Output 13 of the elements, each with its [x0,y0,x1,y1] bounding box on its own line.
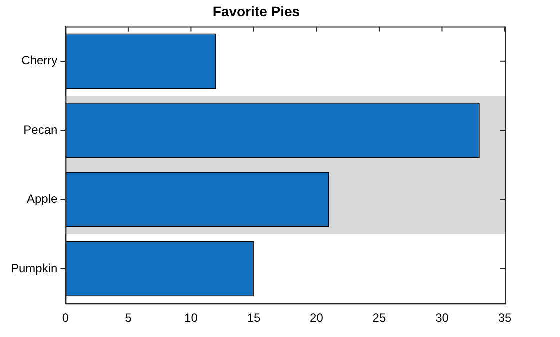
y-tick-label: Pecan [24,122,58,137]
chart-title: Favorite Pies [212,3,300,20]
x-tick-label: 35 [498,311,512,326]
y-tick-label: Pumpkin [11,261,58,276]
x-tick-label: 0 [62,311,70,326]
x-tick-label: 10 [184,311,198,326]
x-tick-label: 25 [372,311,386,326]
y-tick-label: Cherry [22,54,58,68]
x-tick-label: 15 [247,311,261,326]
x-tick-label: 5 [125,311,132,326]
y-tick-label: Apple [26,192,58,206]
x-tick-label: 30 [436,311,450,326]
x-tick-label: 20 [310,311,324,326]
